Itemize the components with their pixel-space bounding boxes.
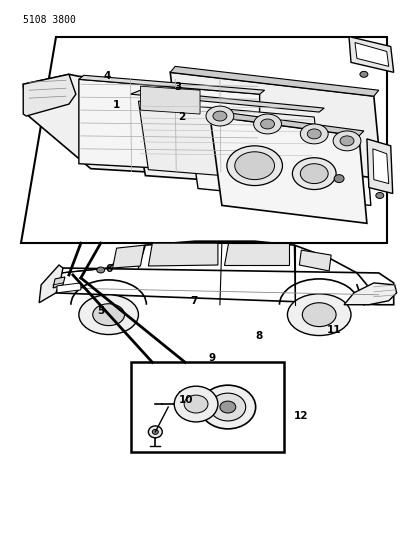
Polygon shape xyxy=(367,139,393,193)
Ellipse shape xyxy=(149,426,162,438)
Ellipse shape xyxy=(334,175,344,183)
Text: 5: 5 xyxy=(97,306,104,317)
Bar xyxy=(131,362,284,452)
Polygon shape xyxy=(373,149,389,183)
Polygon shape xyxy=(299,250,331,271)
Ellipse shape xyxy=(97,267,105,273)
Ellipse shape xyxy=(300,124,328,144)
Ellipse shape xyxy=(300,164,328,183)
Ellipse shape xyxy=(79,295,138,335)
Ellipse shape xyxy=(287,294,351,336)
Ellipse shape xyxy=(376,192,384,198)
Ellipse shape xyxy=(220,401,236,413)
Polygon shape xyxy=(210,111,364,136)
Ellipse shape xyxy=(302,303,336,327)
Text: 2: 2 xyxy=(178,112,185,122)
Ellipse shape xyxy=(360,71,368,77)
Polygon shape xyxy=(57,283,81,293)
Ellipse shape xyxy=(340,136,354,146)
Text: 12: 12 xyxy=(294,411,308,421)
Polygon shape xyxy=(23,74,295,179)
Polygon shape xyxy=(23,74,76,116)
Ellipse shape xyxy=(213,111,227,121)
Text: 1: 1 xyxy=(113,100,120,110)
Polygon shape xyxy=(21,37,387,243)
Polygon shape xyxy=(53,277,65,288)
Ellipse shape xyxy=(227,146,282,185)
Polygon shape xyxy=(140,86,200,114)
Polygon shape xyxy=(53,268,394,305)
Ellipse shape xyxy=(254,114,282,134)
Polygon shape xyxy=(131,94,329,189)
Polygon shape xyxy=(131,90,324,112)
Ellipse shape xyxy=(174,386,218,422)
Polygon shape xyxy=(224,243,289,265)
Polygon shape xyxy=(79,75,264,94)
Ellipse shape xyxy=(210,393,246,421)
Polygon shape xyxy=(170,72,382,179)
Polygon shape xyxy=(355,43,389,67)
Polygon shape xyxy=(113,245,144,268)
Ellipse shape xyxy=(293,158,336,190)
Polygon shape xyxy=(79,79,259,174)
Text: 7: 7 xyxy=(190,296,197,306)
Polygon shape xyxy=(138,101,321,183)
Polygon shape xyxy=(185,99,371,205)
Polygon shape xyxy=(185,94,369,119)
Polygon shape xyxy=(210,116,367,223)
Ellipse shape xyxy=(184,395,208,413)
Ellipse shape xyxy=(206,106,234,126)
Ellipse shape xyxy=(93,304,124,326)
Polygon shape xyxy=(170,67,379,96)
Text: 11: 11 xyxy=(326,325,341,335)
Polygon shape xyxy=(344,283,397,305)
Ellipse shape xyxy=(307,129,321,139)
Text: 10: 10 xyxy=(179,395,193,405)
Ellipse shape xyxy=(333,131,361,151)
Ellipse shape xyxy=(261,119,275,129)
Text: 8: 8 xyxy=(255,332,262,341)
Text: 3: 3 xyxy=(174,82,181,92)
Text: 4: 4 xyxy=(104,71,111,81)
Polygon shape xyxy=(349,37,394,72)
Text: 6: 6 xyxy=(105,264,112,274)
Polygon shape xyxy=(39,265,63,303)
Ellipse shape xyxy=(200,385,256,429)
Ellipse shape xyxy=(235,152,275,180)
Polygon shape xyxy=(149,243,218,266)
Text: 5108 3800: 5108 3800 xyxy=(23,15,76,25)
Text: 9: 9 xyxy=(208,352,216,362)
Ellipse shape xyxy=(152,430,158,434)
